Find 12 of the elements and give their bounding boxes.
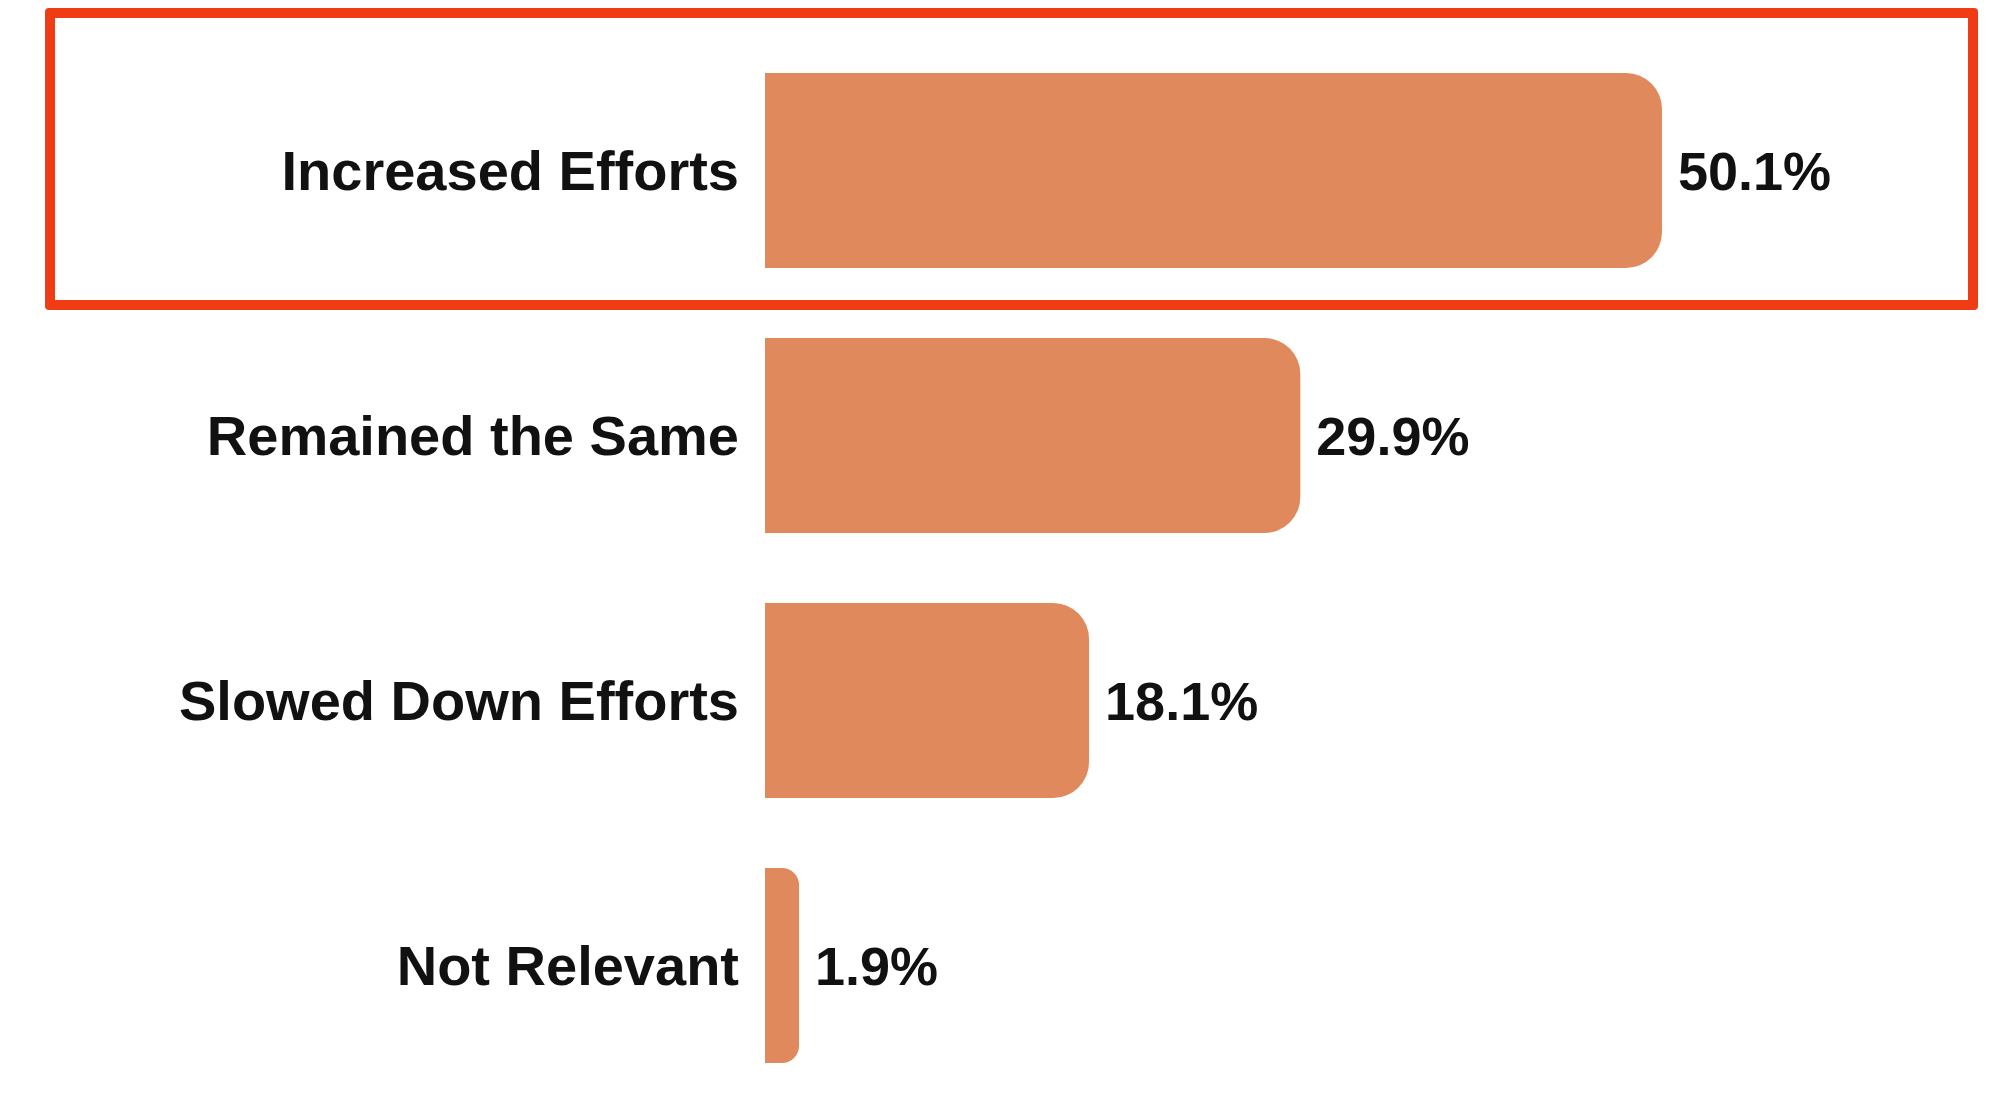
y-tick-label: Slowed Down Efforts — [179, 669, 739, 733]
data-label: 29.9% — [1316, 405, 1470, 466]
data-label: 18.1% — [1105, 670, 1259, 731]
bar — [765, 603, 1090, 798]
bar — [765, 868, 800, 1063]
bar — [765, 338, 1301, 533]
bar — [765, 73, 1662, 268]
data-label: 50.1% — [1678, 140, 1832, 201]
y-tick-label: Remained the Same — [206, 404, 739, 468]
y-tick-label: Increased Efforts — [281, 139, 739, 203]
y-tick-label: Not Relevant — [396, 934, 739, 998]
data-label: 1.9% — [815, 935, 939, 996]
